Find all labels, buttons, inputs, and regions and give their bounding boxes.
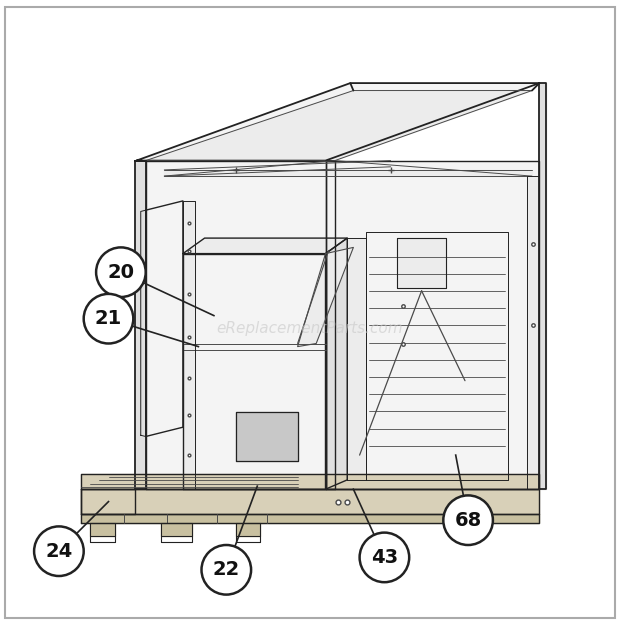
Polygon shape [236, 412, 298, 461]
Text: 21: 21 [95, 309, 122, 328]
Polygon shape [81, 474, 539, 489]
Circle shape [34, 526, 84, 576]
Text: eReplacementParts.com: eReplacementParts.com [216, 321, 404, 336]
Circle shape [443, 496, 493, 545]
Polygon shape [183, 238, 347, 254]
Circle shape [84, 294, 133, 344]
Text: 43: 43 [371, 548, 398, 567]
Polygon shape [298, 248, 353, 347]
Circle shape [96, 248, 146, 297]
Polygon shape [146, 91, 532, 161]
Polygon shape [135, 161, 146, 489]
Polygon shape [141, 210, 146, 436]
Circle shape [360, 532, 409, 582]
Polygon shape [161, 523, 192, 536]
Polygon shape [326, 161, 539, 489]
Polygon shape [81, 489, 539, 514]
Polygon shape [539, 83, 546, 489]
Polygon shape [164, 170, 532, 176]
Polygon shape [81, 514, 539, 523]
Polygon shape [326, 238, 347, 489]
Polygon shape [146, 161, 326, 489]
Text: 22: 22 [213, 560, 240, 579]
Polygon shape [347, 238, 366, 480]
Circle shape [202, 545, 251, 594]
Polygon shape [146, 201, 183, 436]
Polygon shape [236, 523, 260, 536]
Polygon shape [183, 254, 326, 489]
Polygon shape [136, 83, 539, 161]
Polygon shape [397, 238, 446, 288]
Polygon shape [183, 201, 195, 489]
Text: 68: 68 [454, 511, 482, 530]
Polygon shape [527, 176, 539, 489]
Polygon shape [90, 523, 115, 536]
Text: 20: 20 [107, 262, 135, 282]
Polygon shape [366, 232, 508, 480]
Text: 24: 24 [45, 542, 73, 561]
Polygon shape [81, 489, 135, 514]
